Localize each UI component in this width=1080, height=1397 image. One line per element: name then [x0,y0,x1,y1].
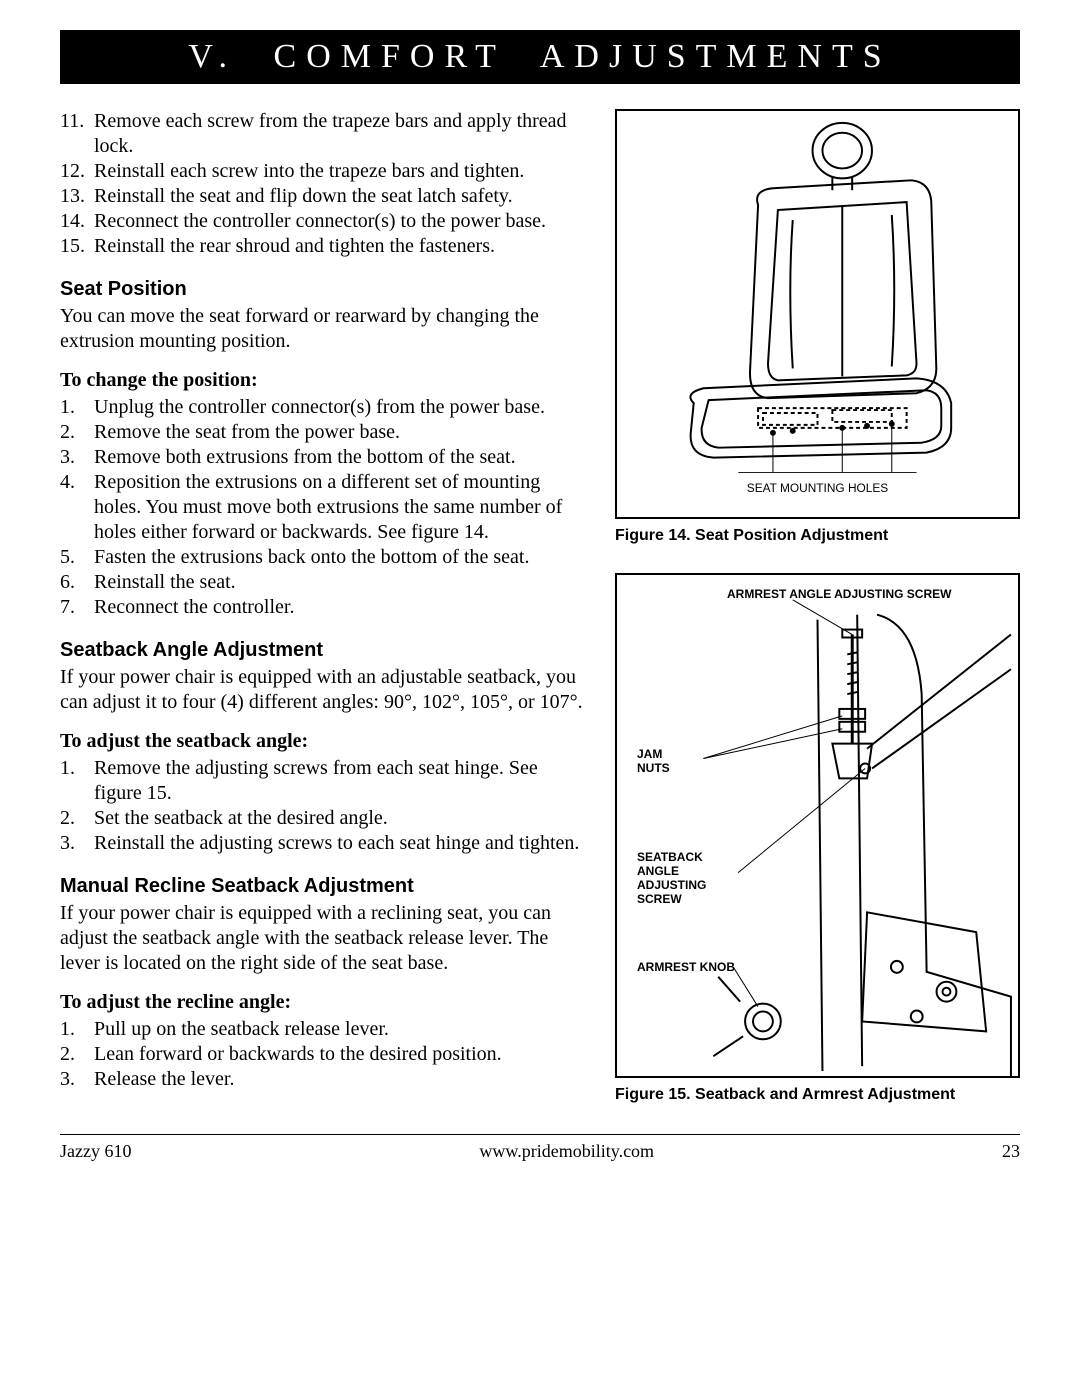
label-seatback-screw: SEATBACK ANGLE ADJUSTING SCREW [637,850,727,906]
num: 11. [60,109,94,159]
num: 13. [60,184,94,209]
txt: Reconnect the controller. [94,595,590,620]
heading-manual-recline: Manual Recline Seatback Adjustment [60,874,590,899]
num: 6. [60,570,94,595]
heading-seat-position: Seat Position [60,277,590,302]
txt: Set the seatback at the desired angle. [94,806,590,831]
txt: Reinstall the seat. [94,570,590,595]
txt: Remove the adjusting screws from each se… [94,756,590,806]
num: 3. [60,831,94,856]
label-armrest-knob: ARMREST KNOB [637,960,735,974]
content-wrap: 11.Remove each screw from the trapeze ba… [60,109,1020,1104]
para-manual-recline: If your power chair is equipped with a r… [60,901,590,976]
para-seat-position: You can move the seat forward or rearwar… [60,304,590,354]
footer-right: 23 [1002,1141,1020,1162]
num: 12. [60,159,94,184]
label-jam-nuts: JAM NUTS [637,747,687,775]
num: 14. [60,209,94,234]
num: 2. [60,1042,94,1067]
label-seat-mounting-holes: SEAT MOUNTING HOLES [747,481,889,495]
num: 15. [60,234,94,259]
txt: Remove the seat from the power base. [94,420,590,445]
figure-15: ARMREST ANGLE ADJUSTING SCREW JAM NUTS S… [615,573,1020,1078]
figure-14-caption: Figure 14. Seat Position Adjustment [615,527,1020,545]
txt: Reinstall the seat and flip down the sea… [94,184,590,209]
txt: Reposition the extrusions on a different… [94,470,590,545]
list-continued: 11.Remove each screw from the trapeze ba… [60,109,590,259]
txt: Remove each screw from the trapeze bars … [94,109,590,159]
num: 2. [60,806,94,831]
num: 1. [60,1017,94,1042]
seat-diagram-icon: SEAT MOUNTING HOLES [617,111,1018,517]
txt: Reinstall the adjusting screws to each s… [94,831,590,856]
txt: Release the lever. [94,1067,590,1092]
list-change-position: 1.Unplug the controller connector(s) fro… [60,395,590,620]
list-recline-angle: 1.Pull up on the seatback release lever.… [60,1017,590,1092]
list-seatback-angle: 1.Remove the adjusting screws from each … [60,756,590,856]
footer-center: www.pridemobility.com [479,1141,654,1162]
num: 2. [60,420,94,445]
armrest-diagram-icon [617,575,1018,1076]
txt: Reconnect the controller connector(s) to… [94,209,590,234]
heading-seatback-angle: Seatback Angle Adjustment [60,638,590,663]
num: 7. [60,595,94,620]
para-seatback-angle: If your power chair is equipped with an … [60,665,590,715]
num: 3. [60,1067,94,1092]
figure-15-caption: Figure 15. Seatback and Armrest Adjustme… [615,1086,1020,1104]
txt: Reinstall the rear shroud and tighten th… [94,234,590,259]
txt: Reinstall each screw into the trapeze ba… [94,159,590,184]
txt: Fasten the extrusions back onto the bott… [94,545,590,570]
right-column: SEAT MOUNTING HOLES Figure 14. Seat Posi… [615,109,1020,1104]
footer-left: Jazzy 610 [60,1141,131,1162]
page-footer: Jazzy 610 www.pridemobility.com 23 [60,1134,1020,1162]
section-banner: V. COMFORT ADJUSTMENTS [60,30,1020,84]
num: 4. [60,470,94,545]
txt: Pull up on the seatback release lever. [94,1017,590,1042]
sub-seatback-angle: To adjust the seatback angle: [60,729,590,754]
sub-recline-angle: To adjust the recline angle: [60,990,590,1015]
num: 1. [60,395,94,420]
txt: Remove both extrusions from the bottom o… [94,445,590,470]
txt: Lean forward or backwards to the desired… [94,1042,590,1067]
figure-14: SEAT MOUNTING HOLES [615,109,1020,519]
sub-change-position: To change the position: [60,368,590,393]
num: 5. [60,545,94,570]
num: 1. [60,756,94,806]
left-column: 11.Remove each screw from the trapeze ba… [60,109,590,1104]
num: 3. [60,445,94,470]
txt: Unplug the controller connector(s) from … [94,395,590,420]
label-armrest-screw: ARMREST ANGLE ADJUSTING SCREW [727,587,951,601]
